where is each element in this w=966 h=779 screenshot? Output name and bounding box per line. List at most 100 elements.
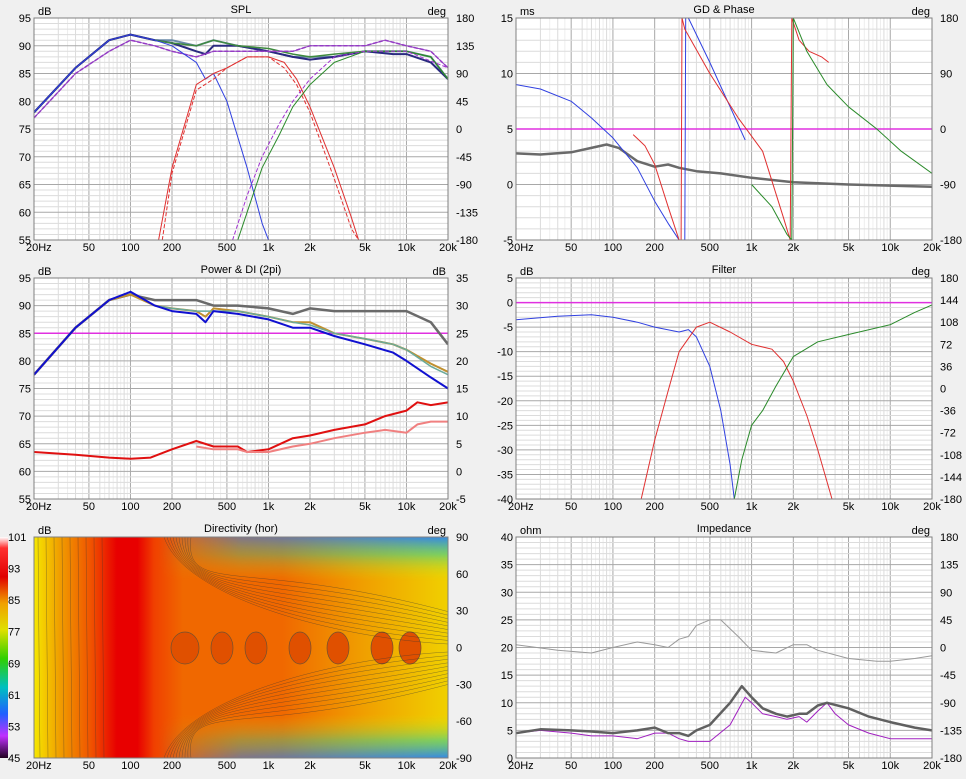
y2-tick-label: -135 bbox=[456, 207, 478, 219]
colorbar-label: 53 bbox=[8, 721, 20, 733]
y-tick-label: -10 bbox=[497, 347, 513, 359]
contour-line bbox=[190, 684, 449, 759]
contour-line bbox=[181, 536, 449, 623]
panel-directivity: 101 93 85 77 69 61 53 45 Directivity (hor) dB deg -… bbox=[0, 523, 472, 772]
y2-tick-label: -135 bbox=[940, 725, 962, 737]
x-tick-label: 100 bbox=[604, 242, 622, 254]
y2-tick-label: 5 bbox=[456, 439, 462, 451]
colorbar-label: 93 bbox=[8, 564, 20, 576]
x-tick-label: 200 bbox=[163, 501, 181, 513]
series-line-spl-4 bbox=[34, 39, 448, 119]
grid bbox=[33, 17, 449, 241]
y2-tick-label: 180 bbox=[940, 273, 958, 285]
right-unit-label: deg bbox=[912, 266, 930, 278]
right-unit-label: deg bbox=[428, 6, 446, 18]
y-tick-label: 70 bbox=[19, 152, 31, 164]
y-tick-label: 80 bbox=[19, 356, 31, 368]
plot-frame bbox=[515, 277, 933, 500]
x-tick-label: 10k bbox=[398, 760, 416, 772]
x-tick-label: 20Hz bbox=[508, 242, 534, 254]
y-tick-label: -5 bbox=[503, 322, 513, 334]
y2-tick-label: 90 bbox=[940, 587, 952, 599]
series-line-impedance-0 bbox=[516, 619, 932, 662]
x-tick-label: 5k bbox=[843, 501, 855, 513]
contour-line bbox=[101, 536, 105, 759]
y-tick-label: 20 bbox=[501, 643, 513, 655]
y2-tick-label: 0 bbox=[940, 384, 946, 396]
x-tick-label: 100 bbox=[121, 760, 139, 772]
x-tick-label: 500 bbox=[218, 242, 236, 254]
y2-tick-label: 0 bbox=[456, 124, 462, 136]
y2-tick-label: -60 bbox=[456, 716, 472, 728]
y-tick-label: 25 bbox=[501, 615, 513, 627]
y2-tick-label: 20 bbox=[456, 356, 468, 368]
y-tick-label: -25 bbox=[497, 420, 513, 432]
y2-tick-label: -36 bbox=[940, 406, 956, 418]
contour-line bbox=[53, 536, 57, 759]
y2-tick-label: -30 bbox=[456, 679, 472, 691]
y2-tick-label: -180 bbox=[940, 753, 962, 765]
series-line-power_di-4 bbox=[34, 290, 448, 390]
y-tick-label: 55 bbox=[19, 235, 31, 247]
y2-tick-label: -72 bbox=[940, 428, 956, 440]
colorbar bbox=[0, 537, 8, 758]
y2-tick-label: -5 bbox=[456, 494, 466, 506]
x-tick-label: 2k bbox=[304, 501, 316, 513]
y-tick-label: 0 bbox=[507, 298, 513, 310]
series-line-impedance-1 bbox=[516, 696, 932, 742]
contour-line bbox=[93, 536, 97, 759]
x-tick-label: 100 bbox=[604, 760, 622, 772]
y2-tick-label: 45 bbox=[940, 615, 952, 627]
series-line-power_di-6 bbox=[196, 420, 448, 453]
colorbar-label: 69 bbox=[8, 658, 20, 670]
series-line-gd_phase-2 bbox=[516, 18, 746, 240]
panel-impedance: Impedance ohm deg 0 5 10 15 20 25 30 35 40 -180 -135 -… bbox=[501, 523, 962, 772]
y2-tick-label: 108 bbox=[940, 317, 958, 329]
plot-frame bbox=[33, 277, 449, 500]
x-tick-label: 20Hz bbox=[26, 242, 52, 254]
y2-tick-label: 180 bbox=[456, 13, 474, 25]
colorbar-label: 77 bbox=[8, 627, 20, 639]
x-tick-label: 5k bbox=[843, 760, 855, 772]
y-tick-label: 85 bbox=[19, 69, 31, 81]
x-tick-label: 20Hz bbox=[508, 760, 534, 772]
x-tick-label: 2k bbox=[788, 242, 800, 254]
y2-tick-label: 60 bbox=[456, 569, 468, 581]
left-unit-label: dB bbox=[520, 266, 533, 278]
left-unit-label: ohm bbox=[520, 525, 541, 537]
x-tick-label: 2k bbox=[304, 760, 316, 772]
right-unit-label: deg bbox=[912, 6, 930, 18]
x-tick-label: 2k bbox=[788, 501, 800, 513]
series-line-spl-8 bbox=[237, 50, 448, 240]
y-tick-label: 40 bbox=[501, 532, 513, 544]
x-tick-label: 1k bbox=[746, 760, 758, 772]
contour-line bbox=[184, 676, 449, 759]
contour-line bbox=[172, 536, 449, 634]
x-tick-label: 5k bbox=[359, 501, 371, 513]
x-tick-label: 20Hz bbox=[508, 501, 534, 513]
series-line-impedance-2 bbox=[516, 684, 932, 738]
y2-tick-label: 30 bbox=[456, 301, 468, 313]
heatmap-core bbox=[210, 631, 234, 665]
contour-line bbox=[85, 536, 89, 759]
x-tick-label: 5k bbox=[359, 760, 371, 772]
y-tick-label: 5 bbox=[507, 124, 513, 136]
right-unit-label: deg bbox=[428, 525, 446, 537]
contour-line bbox=[61, 536, 65, 759]
contour-line bbox=[181, 673, 449, 759]
y-tick-label: 75 bbox=[19, 124, 31, 136]
left-unit-label: ms bbox=[520, 6, 535, 18]
contour-line bbox=[69, 536, 73, 759]
y-tick-label: 30 bbox=[501, 587, 513, 599]
x-tick-label: 200 bbox=[645, 242, 663, 254]
y-tick-label: 10 bbox=[501, 698, 513, 710]
x-tick-label: 10k bbox=[881, 501, 899, 513]
y2-tick-label: 15 bbox=[456, 384, 468, 396]
plot-frame bbox=[515, 17, 933, 241]
y2-tick-label: -45 bbox=[456, 152, 472, 164]
x-tick-label: 20k bbox=[439, 501, 457, 513]
y2-tick-label: 180 bbox=[940, 13, 958, 25]
x-tick-label: 200 bbox=[163, 760, 181, 772]
x-tick-label: 1k bbox=[746, 242, 758, 254]
